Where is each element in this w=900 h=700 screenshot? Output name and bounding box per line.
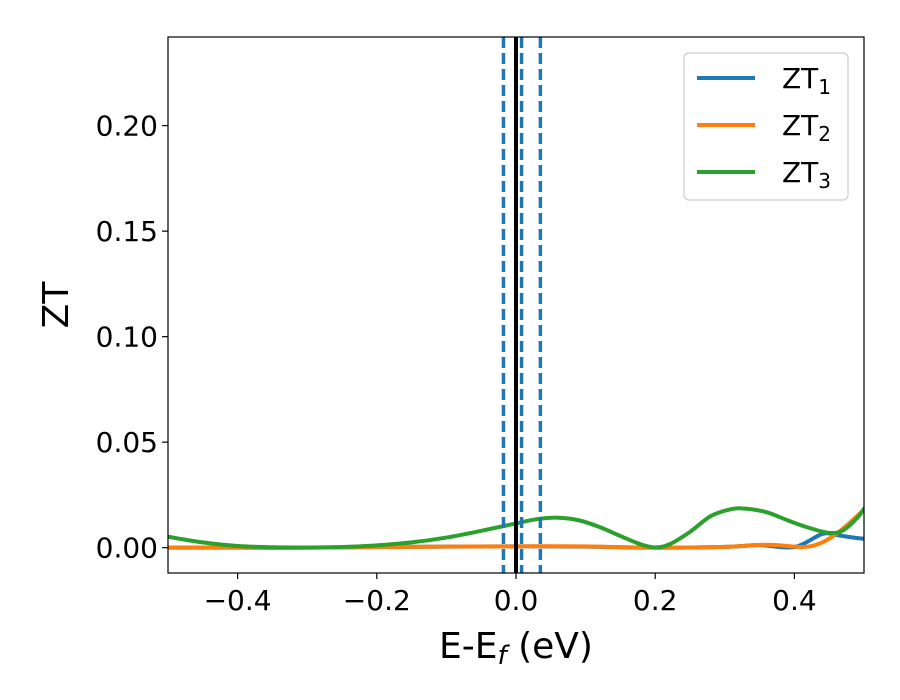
- series-layer: [168, 506, 864, 550]
- x-tick-label: 0.4: [772, 584, 817, 617]
- legend-label: ZT3: [782, 156, 831, 193]
- legend-label: ZT1: [782, 62, 831, 99]
- y-tick-label: 0.20: [96, 110, 158, 143]
- x-tick-label: 0.2: [633, 584, 678, 617]
- x-tick-label: −0.2: [343, 584, 411, 617]
- legend-item-zt2: ZT2: [697, 109, 831, 146]
- x-axis-label-main: E-E: [439, 626, 497, 667]
- x-tick-label: −0.4: [204, 584, 272, 617]
- reference-lines: [501, 37, 543, 573]
- y-tick-label: 0.15: [96, 215, 158, 248]
- y-tick-label: 0.00: [96, 532, 158, 565]
- legend-label: ZT2: [782, 109, 831, 146]
- y-axis: 0.00 0.05 0.10 0.15 0.20: [96, 110, 168, 565]
- x-axis-label: E-Ef (eV): [439, 626, 593, 671]
- legend-box: [683, 52, 849, 201]
- y-tick-label: 0.10: [96, 321, 158, 354]
- legend-item-zt1: ZT1: [697, 62, 831, 99]
- legend-item-zt3: ZT3: [697, 156, 831, 193]
- legend: ZT1 ZT2 ZT3: [683, 52, 849, 201]
- y-axis-label: ZT: [36, 281, 77, 329]
- x-axis-label-unit: (eV): [507, 626, 593, 667]
- series-line-zt3: [168, 506, 864, 550]
- y-tick-label: 0.05: [96, 426, 158, 459]
- x-tick-label: 0.0: [494, 584, 539, 617]
- x-axis: −0.4 −0.2 0.0 0.2 0.4: [204, 573, 817, 617]
